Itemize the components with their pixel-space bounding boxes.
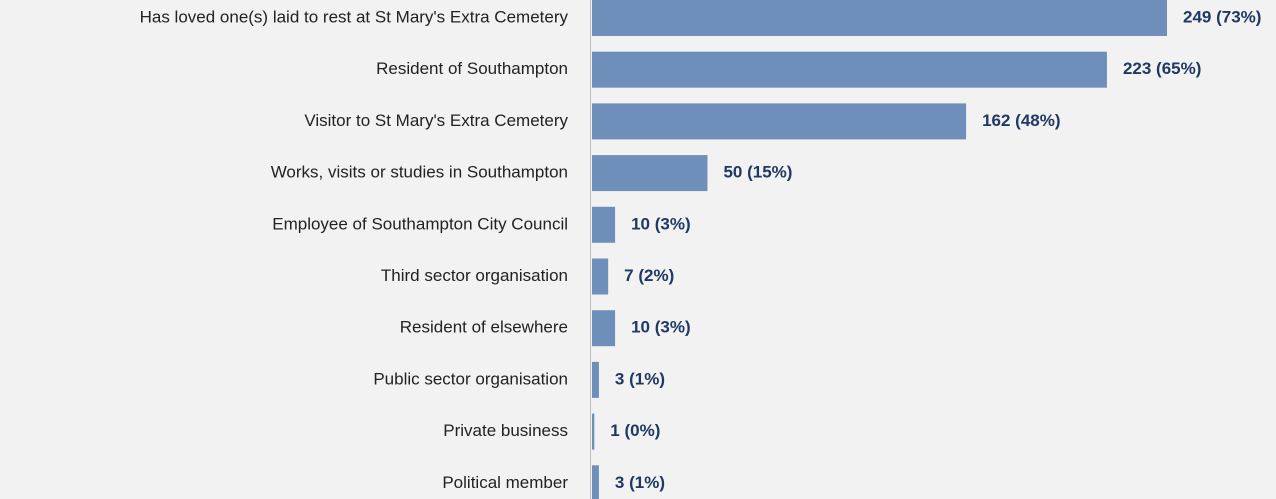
category-label: Private business <box>443 421 568 440</box>
value-label: 223 (65%) <box>1123 59 1201 78</box>
bar <box>592 413 595 450</box>
bar <box>592 258 609 295</box>
bar <box>592 103 967 140</box>
category-label: Employee of Southampton City Council <box>272 214 568 233</box>
category-label: Political member <box>442 473 568 492</box>
value-label: 10 (3%) <box>631 318 691 337</box>
value-label: 1 (0%) <box>610 421 660 440</box>
category-label: Has loved one(s) laid to rest at St Mary… <box>140 7 569 26</box>
category-label: Resident of Southampton <box>376 59 568 78</box>
bar <box>592 0 1167 36</box>
bar <box>592 206 616 243</box>
value-label: 7 (2%) <box>624 266 674 285</box>
category-label: Works, visits or studies in Southampton <box>271 163 568 182</box>
category-label: Resident of elsewhere <box>400 318 568 337</box>
category-label: Visitor to St Mary's Extra Cemetery <box>304 111 568 130</box>
bar <box>592 310 616 347</box>
value-label: 3 (1%) <box>615 369 665 388</box>
category-label: Third sector organisation <box>381 266 568 285</box>
value-label: 162 (48%) <box>982 111 1060 130</box>
value-label: 10 (3%) <box>631 214 691 233</box>
bar <box>592 155 708 192</box>
bar <box>592 465 599 499</box>
value-label: 3 (1%) <box>615 473 665 492</box>
bar <box>592 361 599 398</box>
bar <box>592 51 1107 88</box>
value-label: 50 (15%) <box>723 163 792 182</box>
category-label: Public sector organisation <box>373 369 568 388</box>
value-label: 249 (73%) <box>1183 7 1261 26</box>
